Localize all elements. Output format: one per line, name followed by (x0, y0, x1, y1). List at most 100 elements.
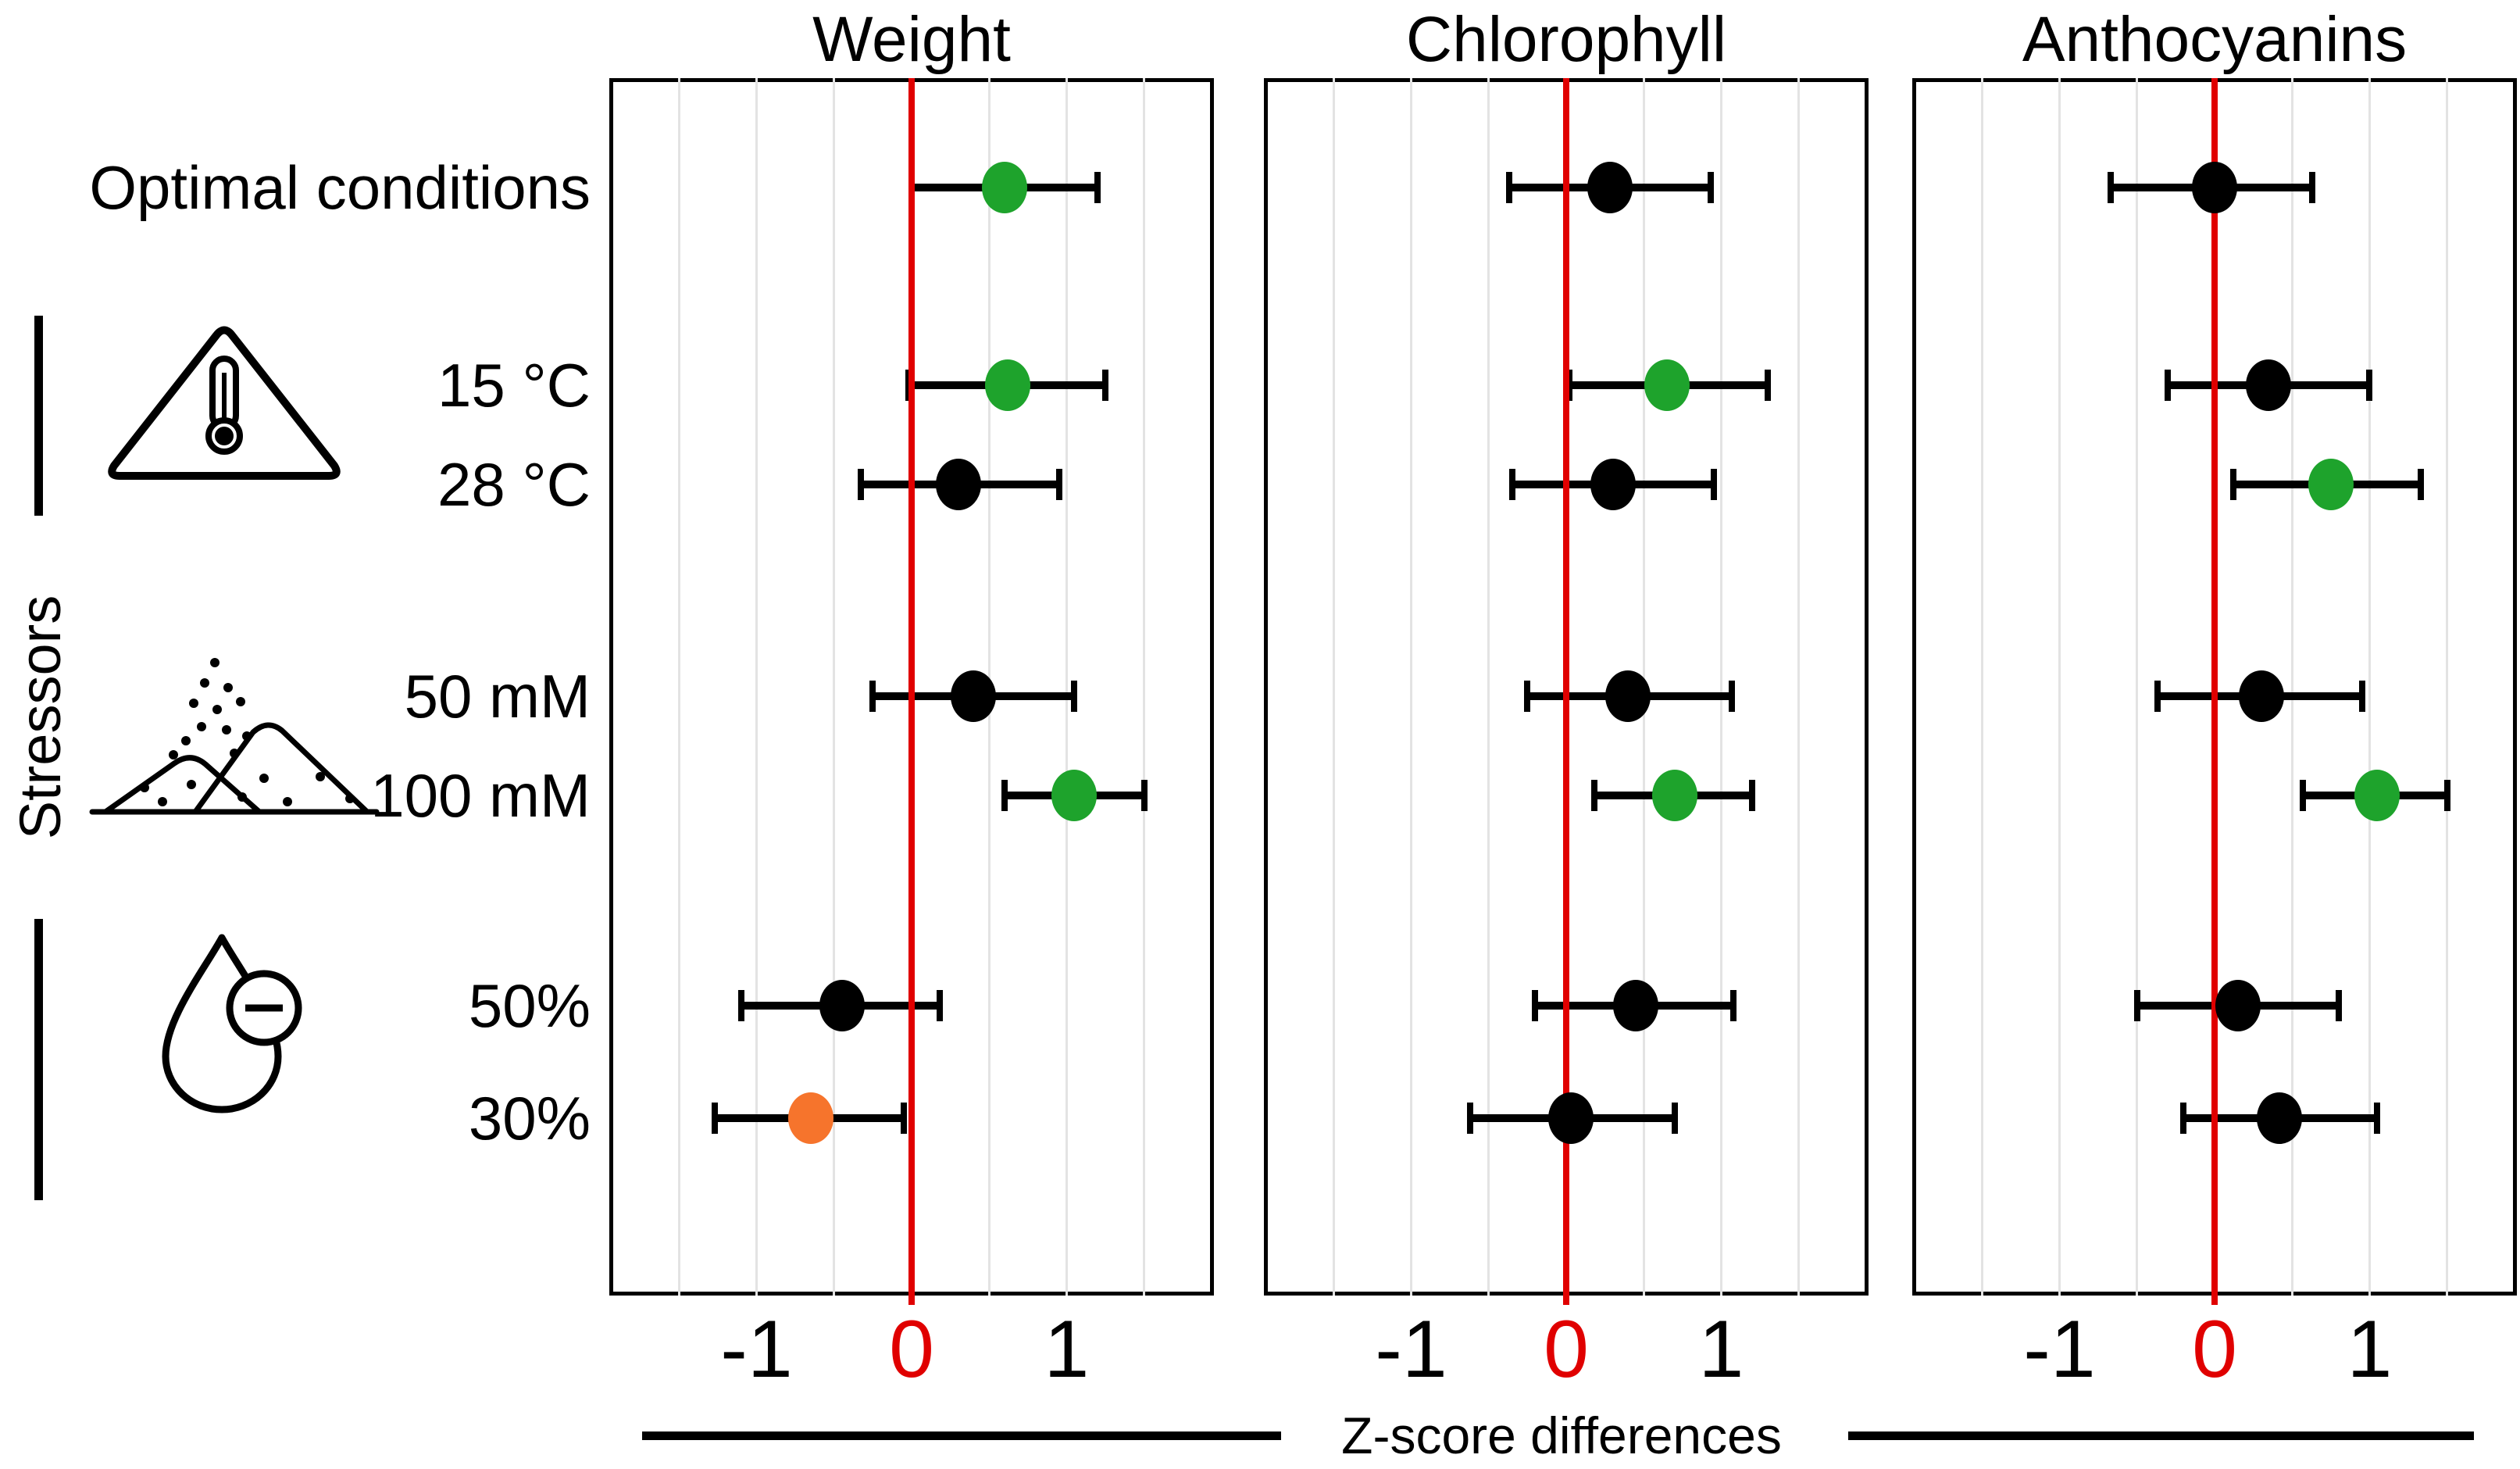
zero-reference-line (1563, 78, 1569, 1305)
gridline (1143, 78, 1146, 1296)
error-bar-cap-high (1765, 369, 1771, 401)
row-label-100-mm: 100 mM (370, 760, 591, 830)
data-point-50-weight (819, 980, 865, 1032)
gridline (833, 78, 836, 1296)
x-tick-label-1: 1 (2347, 1304, 2393, 1395)
gridline (1797, 78, 1801, 1296)
zero-reference-line (2211, 78, 2218, 1305)
temperature-stress-icon (105, 324, 344, 486)
error-bar-cap-low (2180, 1102, 2187, 1134)
error-bar-cap-high (2335, 990, 2342, 1022)
error-bar-cap-high (2366, 369, 2373, 401)
gridline (1487, 78, 1490, 1296)
error-bar-cap-low (1508, 469, 1515, 501)
panel-title-weight: Weight (812, 4, 1011, 75)
error-bar-cap-low (2165, 369, 2172, 401)
error-bar-cap-high (2443, 779, 2450, 811)
error-bar-cap-high (1710, 469, 1717, 501)
error-bar-cap-high (2309, 172, 2316, 204)
error-bar-cap-high (2358, 681, 2365, 713)
zero-reference-line (908, 78, 915, 1305)
error-bar-cap-low (857, 469, 864, 501)
error-bar-cap-high (1729, 681, 1736, 713)
data-point-15-c-chlorophyll (1644, 359, 1690, 411)
data-point-100-mm-weight (1051, 769, 1098, 821)
data-point-50-mm-anthocyanins (2238, 670, 2284, 723)
error-bar-cap-low (1001, 779, 1008, 811)
x-tick-label-1: 1 (1698, 1304, 1744, 1395)
x-tick-label--1: -1 (1375, 1304, 1447, 1395)
data-point-15-c-anthocyanins (2246, 359, 2292, 411)
x-tick-label-0: 0 (889, 1304, 934, 1395)
error-bar-cap-low (711, 1102, 718, 1134)
gridline (1980, 78, 1983, 1296)
gridline (755, 78, 758, 1296)
x-tick-label--1: -1 (2023, 1304, 2096, 1395)
row-label-optimal-conditions: Optimal conditions (89, 153, 591, 223)
x-tick-label-1: 1 (1044, 1304, 1090, 1395)
error-bar-cap-high (1140, 779, 1148, 811)
stressors-bracket-top-line (34, 316, 43, 516)
error-bar-cap-high (936, 990, 943, 1022)
data-point-100-mm-chlorophyll (1651, 769, 1697, 821)
gridline (2446, 78, 2449, 1296)
gridline (2290, 78, 2293, 1296)
error-bar-cap-low (869, 681, 876, 713)
panel-title-chlorophyll: Chlorophyll (1405, 4, 1727, 75)
error-bar-cap-low (1466, 1102, 1473, 1134)
error-bar-cap-low (737, 990, 744, 1022)
gridline (2136, 78, 2139, 1296)
gridline (2058, 78, 2061, 1296)
salt-stress-icon (86, 653, 383, 819)
x-tick-label-0: 0 (2192, 1304, 2237, 1395)
x-tick-label--1: -1 (720, 1304, 793, 1395)
error-bar-cap-high (2417, 469, 2424, 501)
row-label-50-mm: 50 mM (404, 662, 591, 731)
error-bar-cap-high (1730, 990, 1737, 1022)
stressors-bracket-bottom-line (34, 919, 43, 1200)
error-bar-cap-low (1590, 779, 1597, 811)
row-label-50: 50% (468, 971, 591, 1041)
data-point-100-mm-anthocyanins (2354, 769, 2400, 821)
error-bar-cap-low (1505, 172, 1512, 204)
data-point-28-c-chlorophyll (1590, 459, 1636, 511)
gridline (1719, 78, 1722, 1296)
data-point-optimal-conditions-weight (982, 162, 1028, 214)
row-label-15-c: 15 °C (437, 350, 591, 420)
error-bar-cap-high (2374, 1102, 2381, 1134)
error-bar-cap-high (1749, 779, 1756, 811)
error-bar-cap-low (2300, 779, 2307, 811)
data-point-optimal-conditions-anthocyanins (2192, 162, 2237, 214)
error-bar-cap-high (1102, 369, 1109, 401)
data-point-optimal-conditions-chlorophyll (1587, 162, 1633, 214)
gridline (1332, 78, 1335, 1296)
data-point-28-c-anthocyanins (2308, 459, 2354, 511)
row-label-30: 30% (468, 1083, 591, 1153)
row-label-28-c: 28 °C (437, 450, 591, 520)
xlabel-rule-left (642, 1431, 1281, 1440)
gridline (677, 78, 680, 1296)
x-tick-label-0: 0 (1544, 1304, 1589, 1395)
data-point-15-c-weight (985, 359, 1031, 411)
error-bar-cap-high (1094, 172, 1101, 204)
error-bar-cap-low (1524, 681, 1531, 713)
gridline (1410, 78, 1413, 1296)
error-bar-cap-low (1532, 990, 1539, 1022)
data-point-30-anthocyanins (2257, 1092, 2303, 1144)
data-point-50-mm-weight (951, 670, 997, 723)
stressors-axis-label: Stressors (8, 595, 73, 840)
gridline (1065, 78, 1068, 1296)
data-point-50-anthocyanins (2215, 980, 2261, 1032)
data-point-30-chlorophyll (1547, 1092, 1594, 1144)
panel-title-anthocyanins: Anthocyanins (2022, 4, 2408, 75)
error-bar-cap-low (2108, 172, 2115, 204)
error-bar-cap-high (1055, 469, 1062, 501)
error-bar-cap-high (901, 1102, 908, 1134)
data-point-28-c-weight (935, 459, 981, 511)
error-bar-cap-high (1671, 1102, 1678, 1134)
data-point-30-weight (788, 1092, 833, 1144)
error-bar-cap-high (1071, 681, 1078, 713)
error-bar-cap-high (1707, 172, 1714, 204)
gridline (2368, 78, 2371, 1296)
